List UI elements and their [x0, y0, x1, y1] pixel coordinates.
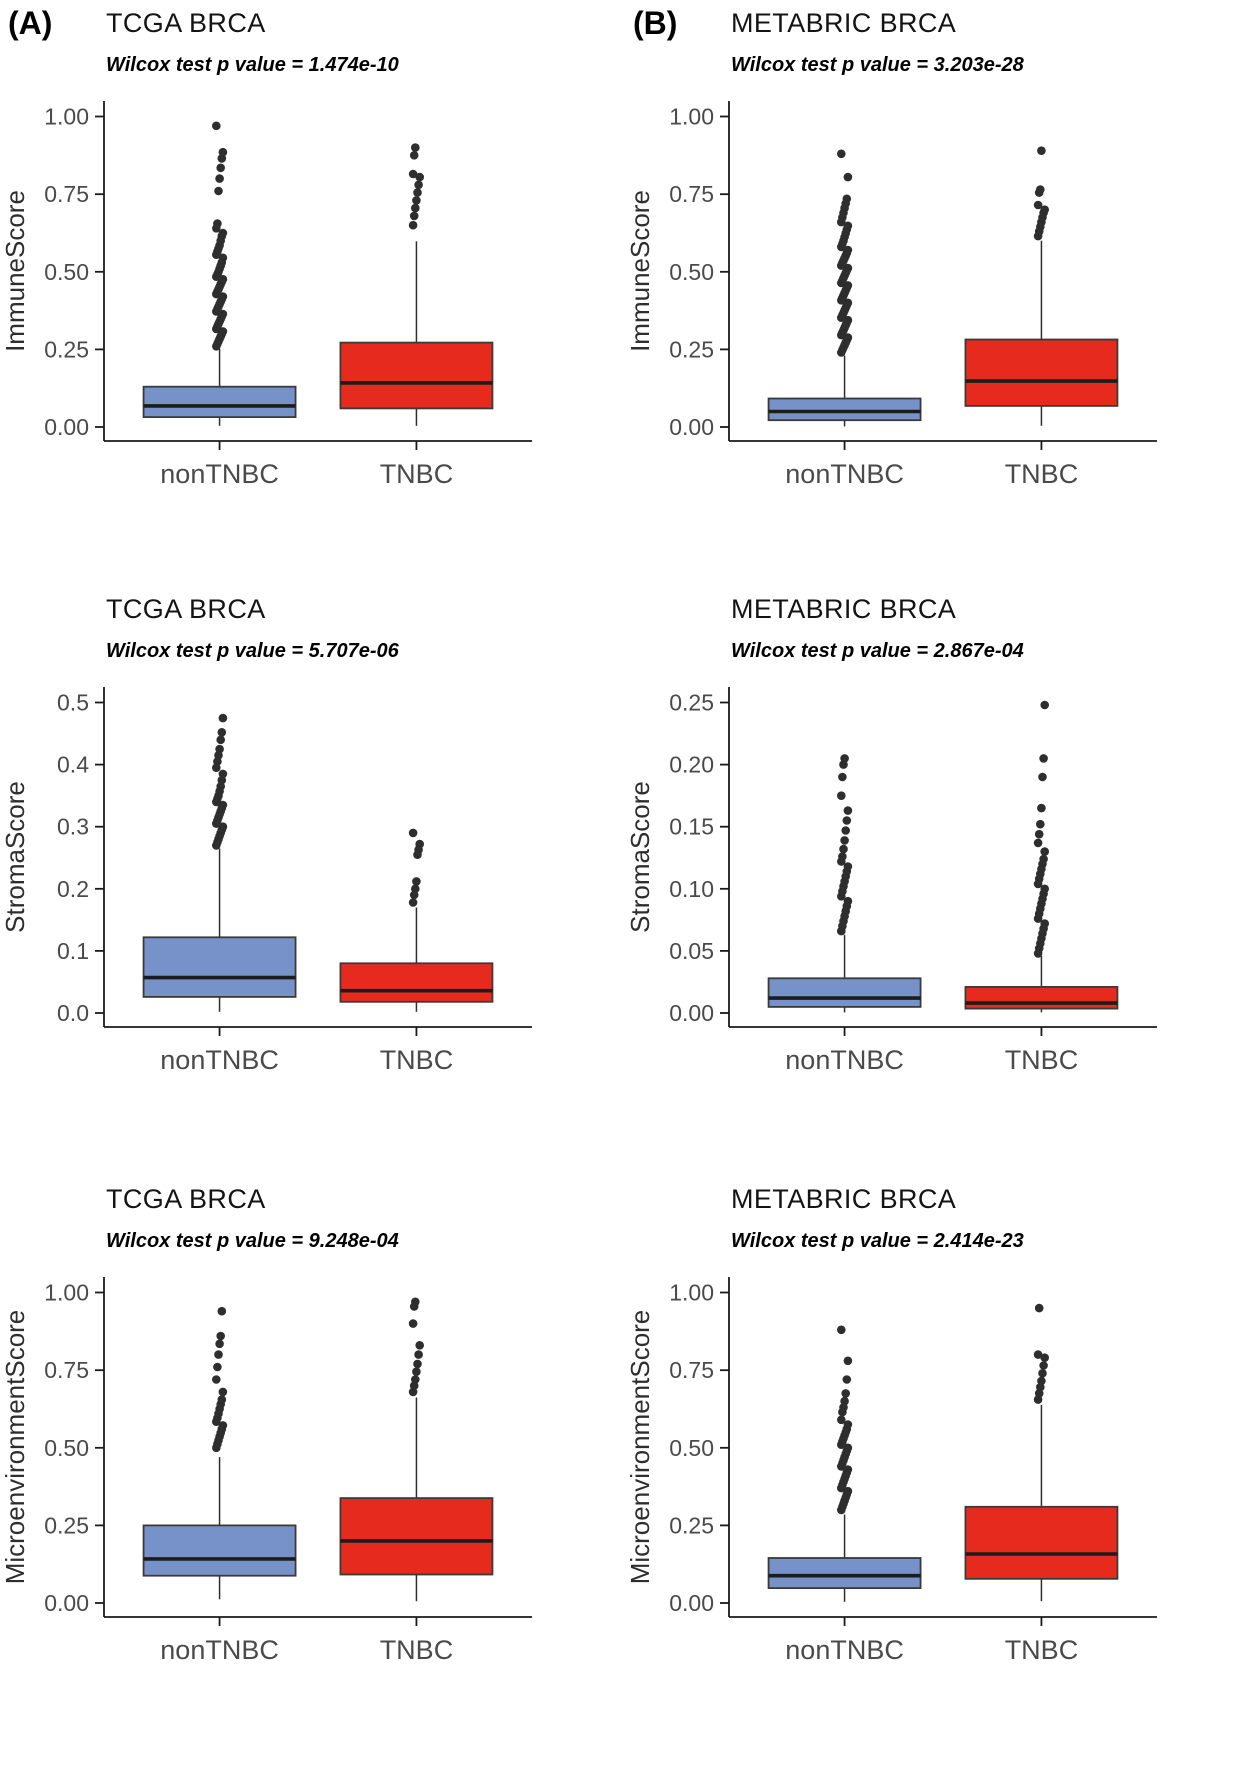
chart-subtitle: Wilcox test p value = 2.867e-04 [731, 640, 1024, 662]
chart-title: TCGA BRCA [106, 8, 266, 38]
svg-text:0.75: 0.75 [44, 181, 89, 207]
panel-b-immunescore-cell: (B) METABRIC BRCA Wilcox test p value = … [625, 0, 1250, 548]
svg-text:0.15: 0.15 [669, 814, 714, 840]
svg-text:0.5: 0.5 [57, 690, 89, 716]
svg-text:TNBC: TNBC [380, 1635, 454, 1665]
svg-text:nonTNBC: nonTNBC [160, 459, 279, 489]
svg-text:0.25: 0.25 [44, 1512, 89, 1538]
svg-text:1.00: 1.00 [44, 104, 89, 130]
svg-text:TNBC: TNBC [1005, 459, 1078, 489]
chart-header: METABRIC BRCA Wilcox test p value = 2.41… [731, 1184, 1250, 1253]
chart-header: (A) TCGA BRCA Wilcox test p value = 1.47… [8, 5, 625, 77]
svg-text:1.00: 1.00 [669, 104, 714, 130]
svg-text:0.2: 0.2 [57, 876, 89, 902]
panel-a-immunescore-cell: (A) TCGA BRCA Wilcox test p value = 1.47… [0, 0, 625, 548]
svg-text:nonTNBC: nonTNBC [785, 1045, 904, 1075]
svg-text:TNBC: TNBC [380, 1045, 454, 1075]
panel-label-a: (A) [8, 5, 53, 41]
svg-text:0.1: 0.1 [57, 938, 89, 964]
svg-text:ImmuneScore: ImmuneScore [625, 190, 655, 352]
svg-text:0.10: 0.10 [669, 876, 714, 902]
chart-header: (B) METABRIC BRCA Wilcox test p value = … [633, 5, 1250, 77]
chart-subtitle: Wilcox test p value = 5.707e-06 [106, 640, 399, 662]
svg-text:0.3: 0.3 [57, 814, 89, 840]
chart-subtitle: Wilcox test p value = 9.248e-04 [106, 1230, 399, 1252]
chart-subtitle: Wilcox test p value = 1.474e-10 [106, 54, 399, 76]
svg-text:1.00: 1.00 [669, 1280, 714, 1306]
svg-text:0.25: 0.25 [669, 1512, 714, 1538]
svg-text:0.25: 0.25 [669, 336, 714, 362]
svg-text:0.20: 0.20 [669, 752, 714, 778]
svg-text:StromaScore: StromaScore [0, 781, 30, 933]
panel-b-stromascore-cell: METABRIC BRCA Wilcox test p value = 2.86… [625, 548, 1250, 1138]
svg-text:MicroenvironmentScore: MicroenvironmentScore [625, 1310, 655, 1585]
chart-title: METABRIC BRCA [731, 8, 957, 38]
svg-text:0.50: 0.50 [669, 259, 714, 285]
chart-title: METABRIC BRCA [731, 594, 957, 624]
boxplot-metabric-immunescore: 0.00 0.25 0.50 0.75 1.00 ImmuneScore nonTNBC TN… [625, 101, 1157, 489]
chart-header: TCGA BRCA Wilcox test p value = 5.707e-0… [106, 594, 625, 663]
boxplot-metabric-microenvironmentscore: 0.00 0.25 0.50 0.75 1.00 MicroenvironmentScor… [625, 1277, 1157, 1665]
svg-text:0.00: 0.00 [669, 1590, 714, 1616]
chart-subtitle: Wilcox test p value = 2.414e-23 [731, 1230, 1024, 1252]
svg-text:0.75: 0.75 [669, 181, 714, 207]
panel-a-stromascore-cell: TCGA BRCA Wilcox test p value = 5.707e-0… [0, 548, 625, 1138]
svg-text:StromaScore: StromaScore [625, 781, 655, 933]
svg-text:0.25: 0.25 [669, 690, 714, 716]
svg-text:TNBC: TNBC [1005, 1635, 1078, 1665]
svg-text:0.50: 0.50 [44, 259, 89, 285]
svg-text:nonTNBC: nonTNBC [160, 1045, 279, 1075]
svg-text:0.05: 0.05 [669, 938, 714, 964]
svg-text:0.4: 0.4 [57, 752, 89, 778]
svg-text:0.75: 0.75 [669, 1357, 714, 1383]
svg-text:0.0: 0.0 [57, 1000, 89, 1026]
svg-text:1.00: 1.00 [44, 1280, 89, 1306]
panel-label-b: (B) [633, 5, 678, 41]
panel-b-microenvironmentscore-cell: METABRIC BRCA Wilcox test p value = 2.41… [625, 1138, 1250, 1782]
svg-text:0.75: 0.75 [44, 1357, 89, 1383]
svg-text:0.50: 0.50 [44, 1435, 89, 1461]
svg-text:0.50: 0.50 [669, 1435, 714, 1461]
svg-text:TNBC: TNBC [1005, 1045, 1078, 1075]
boxplot-tcga-immunescore: 0.00 0.25 0.50 0.75 1.00 ImmuneScore nonTNBC TN… [0, 101, 532, 489]
chart-subtitle: Wilcox test p value = 3.203e-28 [731, 54, 1024, 76]
boxplot-metabric-stromascore: 0.00 0.05 0.10 0.15 0.20 0.25 StromaScore nonTN… [625, 687, 1157, 1075]
chart-header: TCGA BRCA Wilcox test p value = 9.248e-0… [106, 1184, 625, 1253]
svg-text:0.00: 0.00 [669, 414, 714, 440]
svg-text:0.25: 0.25 [44, 336, 89, 362]
boxplot-tcga-microenvironmentscore: 0.00 0.25 0.50 0.75 1.00 MicroenvironmentScor… [0, 1277, 532, 1665]
svg-text:ImmuneScore: ImmuneScore [0, 190, 30, 352]
chart-title: TCGA BRCA [106, 594, 266, 624]
chart-title: TCGA BRCA [106, 1184, 266, 1214]
svg-text:MicroenvironmentScore: MicroenvironmentScore [0, 1310, 30, 1585]
svg-text:nonTNBC: nonTNBC [785, 1635, 904, 1665]
chart-header: METABRIC BRCA Wilcox test p value = 2.86… [731, 594, 1250, 663]
svg-text:nonTNBC: nonTNBC [785, 459, 904, 489]
panel-a-microenvironmentscore-cell: TCGA BRCA Wilcox test p value = 9.248e-0… [0, 1138, 625, 1782]
boxplot-tcga-stromascore: 0.0 0.1 0.2 0.3 0.4 0.5 StromaScore nonTNBC TNBC [0, 687, 532, 1075]
svg-text:0.00: 0.00 [44, 414, 89, 440]
svg-text:0.00: 0.00 [669, 1000, 714, 1026]
svg-text:nonTNBC: nonTNBC [160, 1635, 279, 1665]
chart-title: METABRIC BRCA [731, 1184, 957, 1214]
svg-text:TNBC: TNBC [380, 459, 454, 489]
svg-text:0.00: 0.00 [44, 1590, 89, 1616]
